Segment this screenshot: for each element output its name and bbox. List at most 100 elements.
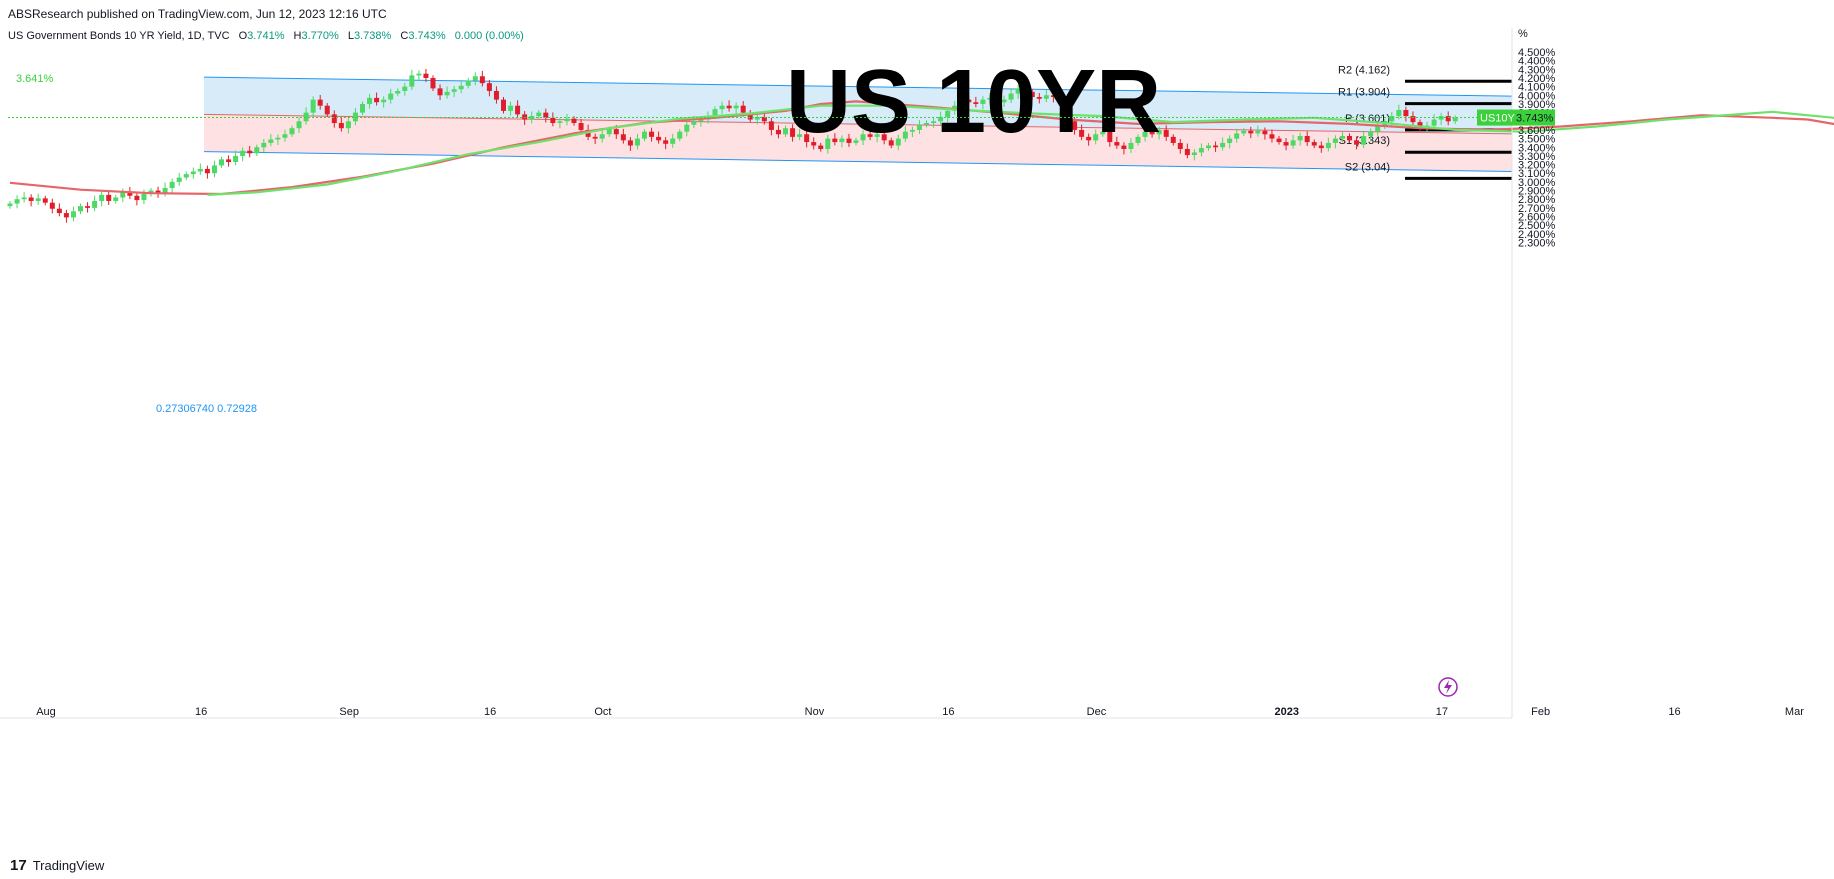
- candle-up: [99, 194, 105, 201]
- candle-up: [1198, 148, 1204, 153]
- candle-down: [775, 129, 781, 135]
- price-axis-unit: %: [1518, 28, 1528, 40]
- y-tick-label: 4.200%: [1518, 73, 1556, 85]
- last-price-value: 3.743%: [1516, 113, 1554, 125]
- candle-down: [790, 128, 796, 137]
- candlestick-series: [7, 68, 1458, 223]
- candle-up: [169, 181, 175, 188]
- footer-brand[interactable]: TradingView: [32, 857, 105, 873]
- candle-up: [14, 199, 20, 204]
- candle-up: [345, 121, 351, 129]
- candle-down: [1065, 102, 1070, 122]
- moving-averages: [9, 100, 1834, 196]
- candle-down: [613, 129, 619, 135]
- candle-up: [1234, 133, 1240, 139]
- candle-down: [1086, 136, 1092, 141]
- candle-down: [1184, 148, 1190, 156]
- candle-down: [832, 138, 838, 143]
- candle-down: [578, 123, 584, 130]
- lightning-icon[interactable]: [1438, 677, 1458, 697]
- y-tick-label: 2.500%: [1518, 220, 1556, 232]
- candle-up: [931, 121, 937, 124]
- candle-up: [536, 112, 542, 117]
- y-tick-label: 4.100%: [1518, 82, 1556, 94]
- candle-down: [1283, 142, 1289, 146]
- candle-up: [980, 99, 986, 104]
- candle-up: [945, 110, 951, 117]
- candle-up: [141, 194, 147, 201]
- candle-down: [479, 76, 485, 84]
- candle-down: [1410, 116, 1416, 123]
- candle-up: [1290, 140, 1296, 146]
- candle-up: [698, 119, 704, 122]
- candle-up: [296, 121, 302, 129]
- candle-up: [70, 211, 76, 218]
- price-axis[interactable]: % 4.500%4.400%4.300%4.200%4.100%4.000%3.9…: [1511, 28, 1556, 718]
- chart-big-title: US 10YR: [786, 52, 1161, 152]
- candle-down: [49, 202, 55, 209]
- candle-down: [1276, 138, 1282, 143]
- x-tick-label: 2023: [1275, 706, 1299, 718]
- candle-down: [324, 105, 330, 115]
- y-tick-label: 3.300%: [1518, 151, 1556, 163]
- candle-up: [606, 129, 612, 135]
- legend-high-label: H: [294, 30, 302, 42]
- candle-up: [839, 138, 845, 143]
- candle-up: [853, 140, 859, 143]
- candle-up: [1389, 116, 1395, 122]
- candle-up: [783, 128, 788, 135]
- y-tick-label: 4.400%: [1518, 56, 1556, 68]
- candle-down: [1311, 142, 1317, 146]
- time-axis[interactable]: Aug16Sep16OctNov16Dec202317Feb16Mar16Apr…: [0, 706, 1834, 719]
- candle-up: [1008, 93, 1014, 100]
- candle-down: [888, 140, 894, 146]
- candle-up: [472, 76, 478, 81]
- price-chart[interactable]: R2 (4.162)R1 (3.904)P (3.601)S1 (3.343)S…: [0, 28, 1834, 851]
- candle-up: [240, 150, 246, 156]
- candle-down: [247, 150, 253, 154]
- candle-down: [768, 121, 774, 130]
- candle-down: [966, 99, 972, 103]
- candle-down: [973, 102, 979, 104]
- candle-down: [1163, 129, 1169, 137]
- candle-down: [155, 190, 161, 194]
- candle-down: [592, 136, 598, 139]
- candle-down: [761, 116, 767, 122]
- candle-up: [458, 85, 464, 90]
- candle-up: [1368, 131, 1374, 137]
- y-tick-label: 3.600%: [1518, 125, 1556, 137]
- candle-down: [1318, 145, 1324, 149]
- x-tick-label: 16: [1668, 706, 1680, 718]
- candle-down: [42, 198, 48, 203]
- candle-up: [275, 137, 281, 140]
- candle-down: [881, 134, 887, 141]
- candle-up: [1297, 136, 1303, 141]
- candle-down: [437, 88, 443, 96]
- candle-up: [190, 171, 196, 175]
- y-tick-label: 3.500%: [1518, 134, 1556, 146]
- x-tick-label: Nov: [805, 706, 825, 718]
- candle-up: [289, 128, 295, 135]
- candle-up: [557, 121, 563, 124]
- candle-down: [1213, 145, 1219, 148]
- candle-down: [486, 83, 492, 91]
- candle-up: [642, 131, 647, 139]
- x-tick-label: Sep: [339, 706, 359, 718]
- tradingview-logo-icon[interactable]: 17: [10, 856, 27, 874]
- candle-down: [226, 159, 232, 162]
- candle-up: [1093, 134, 1099, 141]
- y-tick-label: 2.400%: [1518, 229, 1556, 241]
- candle-down: [867, 134, 873, 137]
- legend-symbol: US Government Bonds 10 YR Yield, 1D, TVC: [8, 30, 230, 42]
- y-tick-label: 3.000%: [1518, 177, 1556, 189]
- y-tick-label: 3.900%: [1518, 99, 1556, 111]
- legend-close-label: C: [400, 30, 408, 42]
- candle-up: [7, 203, 13, 207]
- candle-up: [733, 105, 739, 109]
- candle-down: [317, 99, 323, 106]
- candle-up: [261, 142, 267, 148]
- candle-down: [1248, 130, 1254, 134]
- candle-down: [550, 117, 556, 124]
- candle-down: [994, 97, 1000, 103]
- candle-down: [1177, 142, 1183, 149]
